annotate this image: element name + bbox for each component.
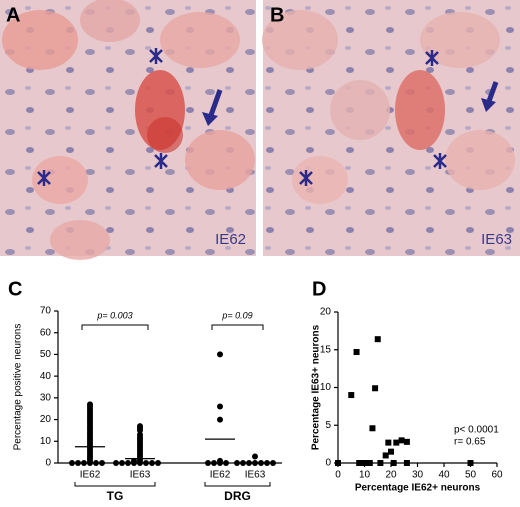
data-dot	[211, 460, 217, 466]
y-tick-label: 70	[40, 306, 52, 317]
data-point	[348, 392, 355, 399]
data-point	[385, 439, 392, 446]
p-value: p= 0.003	[96, 310, 132, 320]
data-point	[374, 336, 381, 343]
stain-label: IE63	[481, 231, 512, 248]
group-bracket	[74, 482, 156, 487]
data-dot	[217, 403, 223, 410]
x-tick-label: 50	[465, 470, 477, 481]
data-dot	[223, 460, 229, 466]
data-dot	[93, 460, 99, 466]
x-tick-label: 0	[335, 470, 341, 481]
data-dot	[113, 460, 119, 466]
panel-letter: A	[6, 4, 20, 26]
data-dot	[143, 460, 149, 466]
data-dot	[149, 460, 155, 466]
data-dot	[131, 460, 137, 466]
data-dot	[137, 460, 143, 466]
y-tick-label: 40	[40, 371, 52, 382]
y-tick-label: 0	[45, 458, 51, 469]
y-tick-label: 15	[320, 344, 332, 355]
data-point	[403, 438, 410, 445]
data-point	[366, 460, 373, 466]
panel-letter: D	[312, 278, 326, 300]
x-tick-label: IE63	[130, 470, 151, 481]
data-point	[403, 460, 410, 466]
panel-letter: B	[270, 4, 284, 26]
data-point	[377, 460, 384, 466]
data-point	[398, 437, 405, 444]
x-tick-label: 60	[491, 470, 503, 481]
comparison-bracket	[81, 324, 149, 330]
data-dot	[217, 460, 223, 466]
micrograph-b	[262, 0, 520, 256]
x-tick-label: 40	[438, 470, 450, 481]
data-dot	[75, 460, 81, 466]
data-point	[356, 460, 363, 466]
y-tick-label: 20	[320, 307, 332, 318]
data-dot	[155, 460, 161, 466]
y-axis-label: Percentage positive neurons	[13, 324, 24, 451]
data-point	[382, 452, 389, 459]
data-dot	[125, 460, 131, 466]
data-point	[335, 460, 341, 466]
data-point	[390, 460, 397, 466]
data-dot	[270, 460, 276, 466]
comparison-bracket	[211, 324, 264, 330]
x-tick-label: IE62	[80, 470, 101, 481]
panel-letter: C	[8, 278, 22, 300]
data-point	[369, 425, 376, 432]
data-dot	[87, 460, 93, 466]
data-dot	[99, 460, 105, 466]
y-tick-label: 10	[40, 436, 52, 447]
x-tick-label: 20	[385, 470, 397, 481]
data-dot	[217, 351, 223, 358]
x-tick-label: 10	[359, 470, 371, 481]
y-tick-label: 30	[40, 392, 52, 403]
data-point	[361, 460, 368, 466]
data-point	[372, 385, 379, 392]
data-point	[353, 349, 360, 356]
stain-label: IE62	[215, 231, 246, 248]
annotation: p< 0.0001	[454, 425, 499, 436]
data-dot	[69, 460, 75, 466]
micrograph-a	[0, 0, 256, 260]
y-tick-label: 60	[40, 327, 52, 338]
group-label: DRG	[224, 489, 251, 503]
y-tick-label: 10	[320, 382, 332, 393]
data-point	[393, 439, 400, 446]
group-label: TG	[107, 489, 124, 503]
x-tick-label: IE62	[210, 470, 231, 481]
y-tick-label: 20	[40, 414, 52, 425]
data-dot	[205, 460, 211, 466]
data-dot	[234, 460, 240, 466]
annotation: r= 0.65	[454, 437, 486, 448]
data-dot	[119, 460, 125, 466]
data-dot	[137, 427, 143, 434]
data-point	[388, 448, 394, 455]
y-tick-label: 50	[40, 349, 52, 360]
p-value: p= 0.09	[221, 310, 252, 320]
y-tick-label: 5	[325, 420, 331, 431]
y-tick-label: 0	[325, 458, 331, 469]
group-bracket	[204, 482, 271, 487]
data-dot	[217, 416, 223, 423]
data-dot	[252, 453, 258, 460]
data-point	[467, 460, 474, 466]
x-tick-label: IE63	[245, 470, 266, 481]
data-dot	[81, 460, 87, 466]
x-tick-label: 30	[412, 470, 424, 481]
x-axis-label: Percentage IE62+ neurons	[355, 483, 481, 494]
y-axis-label: Percentage IE63+ neurons	[311, 324, 322, 450]
